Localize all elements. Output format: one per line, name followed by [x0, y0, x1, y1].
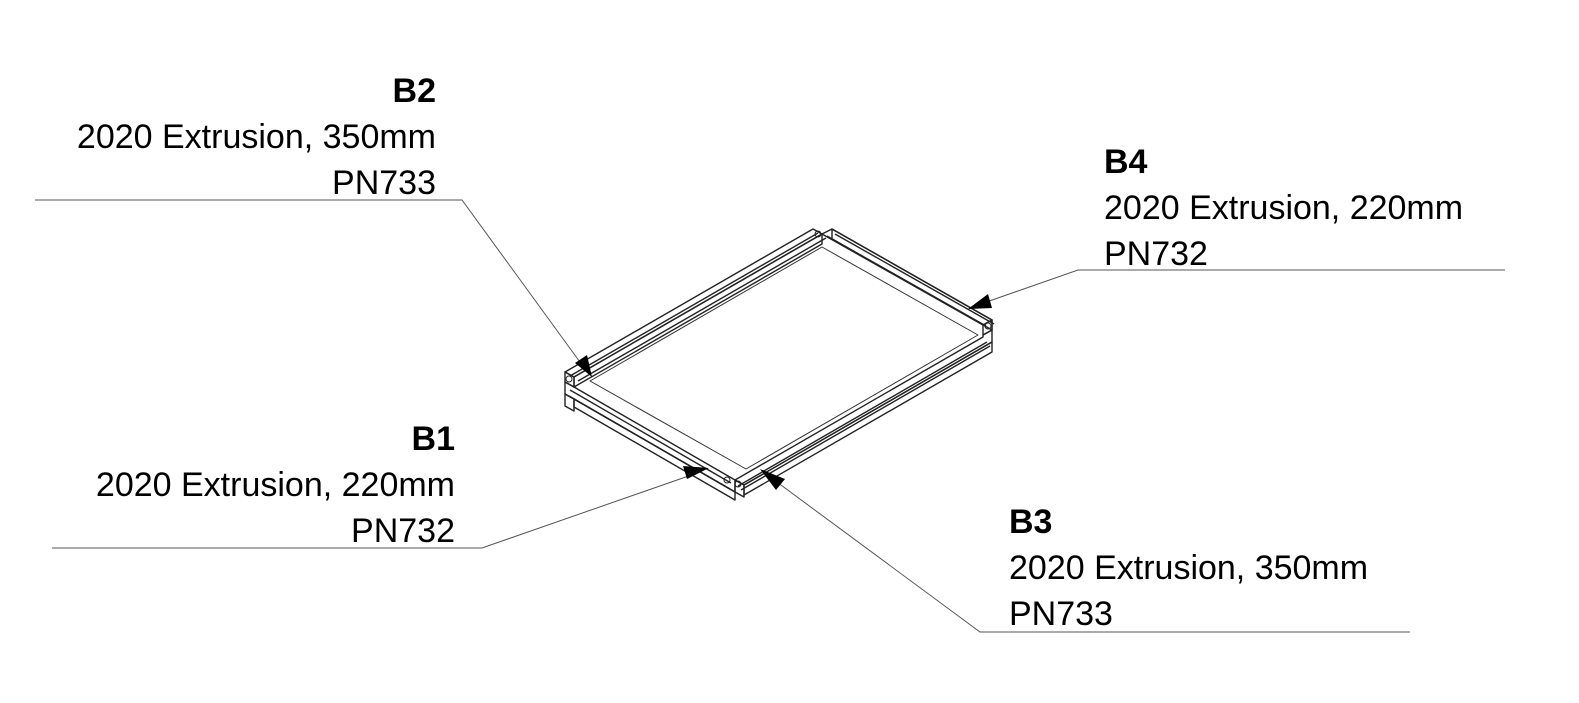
callout-b3: B3 2020 Extrusion, 350mm PN733 [1009, 499, 1368, 637]
leader-b3 [765, 473, 1410, 633]
callout-description: 2020 Extrusion, 220mm [95, 466, 455, 504]
arrowhead-b4 [968, 294, 992, 309]
callout-description: 2020 Extrusion, 350mm [1009, 549, 1369, 587]
callout-part-number: PN732 [1104, 235, 1208, 273]
leader-arrowheads [575, 294, 992, 490]
callout-b4: B4 2020 Extrusion, 220mm PN732 [1104, 139, 1463, 277]
extrusion-b1 [564, 381, 736, 501]
arrowhead-b1 [683, 466, 709, 479]
arrowhead-b2 [575, 355, 592, 377]
callout-description: 2020 Extrusion, 220mm [1104, 189, 1464, 227]
callout-id: B1 [411, 420, 455, 458]
callout-part-number: PN733 [1009, 595, 1113, 633]
leader-lines [35, 199, 1505, 633]
leader-b2 [35, 199, 586, 370]
leader-b1 [52, 471, 701, 549]
extrusion-b4 [821, 228, 995, 336]
callout-id: B3 [1009, 503, 1053, 541]
callout-part-number: PN732 [351, 512, 455, 550]
callout-b1: B1 2020 Extrusion, 220mm PN732 [96, 416, 455, 554]
callout-id: B2 [392, 72, 436, 110]
callout-b2: B2 2020 Extrusion, 350mm PN733 [77, 68, 436, 206]
leader-b4 [974, 269, 1505, 307]
extrusion-frame [564, 228, 995, 501]
frame-opening [589, 246, 979, 470]
callout-id: B4 [1104, 143, 1148, 181]
corner-brackets [565, 230, 992, 488]
callout-description: 2020 Extrusion, 350mm [76, 118, 436, 156]
callout-part-number: PN733 [332, 164, 436, 202]
extrusion-b2 [564, 228, 827, 388]
arrowhead-b3 [760, 469, 785, 490]
extrusion-b3 [734, 329, 993, 498]
